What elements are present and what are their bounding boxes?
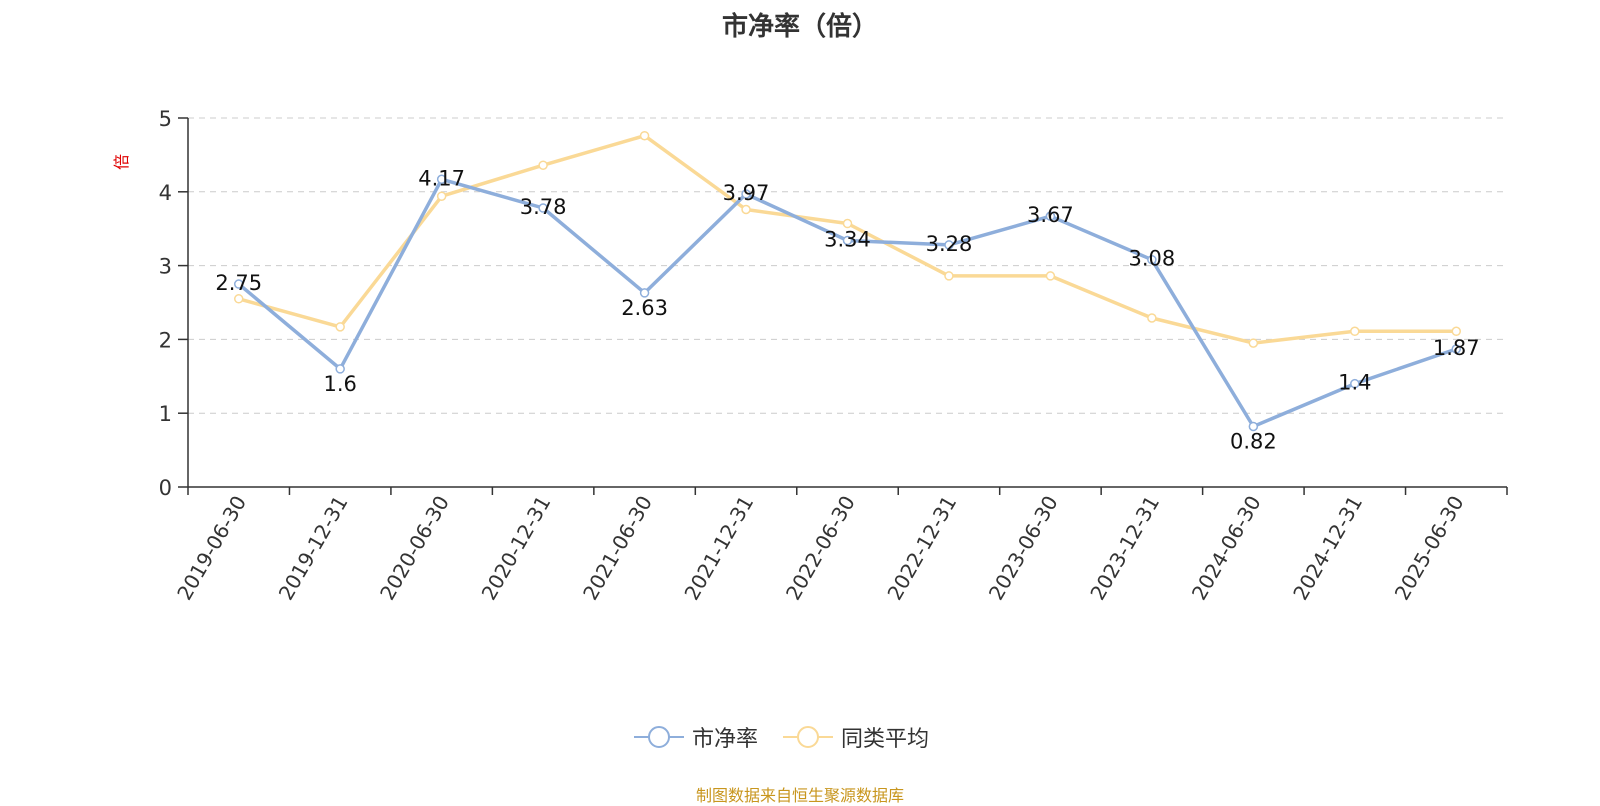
data-label: 0.82: [1230, 429, 1277, 453]
data-label: 3.67: [1027, 203, 1074, 227]
x-tick-label: 2023-06-30: [984, 492, 1063, 605]
data-label: 1.4: [1338, 371, 1371, 395]
data-point-series-0: [639, 288, 650, 298]
data-label: 2.75: [215, 271, 262, 295]
x-tick-label: 2024-12-31: [1288, 492, 1367, 605]
data-label: 2.63: [621, 296, 668, 320]
data-point-series-1: [335, 322, 345, 332]
series-line-0: [237, 177, 1457, 429]
data-label: 3.78: [520, 195, 567, 219]
data-point-series-1: [741, 204, 751, 215]
data-label: 4.17: [418, 166, 465, 190]
x-tick-label: 2023-12-31: [1085, 492, 1164, 605]
data-point-series-1: [1451, 326, 1462, 337]
y-tick-label: 1: [159, 402, 172, 426]
data-point-series-0: [741, 189, 751, 199]
data-label: 3.28: [926, 232, 973, 256]
data-point-series-0: [1248, 421, 1259, 432]
data-point-series-1: [436, 191, 447, 201]
y-tick-label: 2: [159, 328, 172, 352]
x-tick-label: 2022-06-30: [781, 492, 860, 605]
data-point-series-0: [842, 235, 853, 246]
data-point-series-1: [1045, 271, 1056, 281]
data-point-series-0: [436, 174, 447, 185]
legend-marker-pb-ratio: [634, 726, 684, 748]
data-label: 3.97: [723, 181, 770, 205]
x-tick-label: 2019-06-30: [172, 492, 251, 605]
line-chart: 0 1 2 3 4 5 2019-06-30 2019-12-31 2020-06-30 2020…: [159, 107, 1508, 605]
x-tick-label: 2020-06-30: [375, 491, 454, 604]
x-tick-label: 2019-12-31: [274, 492, 353, 605]
data-point-series-1: [1248, 338, 1259, 348]
y-tick-label: 0: [159, 476, 172, 500]
legend-marker-peer-average: [783, 726, 833, 748]
chart-legend: 市净率 同类平均: [0, 722, 1600, 752]
data-point-series-0: [538, 203, 548, 213]
data-point-series-1: [639, 130, 650, 141]
x-tick-label: 2020-12-31: [477, 492, 556, 605]
data-source-note: 制图数据来自恒生聚源数据库: [695, 786, 904, 805]
data-point-series-0: [233, 279, 244, 289]
legend-label-peer-average: 同类平均: [841, 727, 930, 752]
legend-item-pb-ratio[interactable]: 市净率: [634, 722, 758, 752]
y-tick-label: 4: [159, 181, 172, 205]
data-point-series-0: [1451, 344, 1462, 354]
x-tick-label: 2021-06-30: [578, 492, 657, 605]
data-point-series-0: [1147, 254, 1157, 265]
y-tick-label: 5: [159, 107, 172, 131]
data-label: 1.6: [323, 372, 356, 396]
data-label: 3.08: [1129, 247, 1176, 271]
data-point-series-1: [1350, 326, 1360, 337]
x-tick-label: 2022-12-31: [882, 492, 961, 605]
data-point-series-0: [1045, 211, 1056, 221]
data-point-series-1: [842, 218, 853, 229]
x-tick-label: 2025-06-30: [1390, 492, 1469, 605]
data-point-series-1: [538, 160, 548, 170]
data-label: 3.34: [824, 228, 871, 252]
data-point-series-0: [944, 240, 954, 250]
data-point-series-0: [1350, 378, 1360, 389]
chart-title: 市净率（倍）: [721, 12, 878, 42]
x-tick-label: 2021-12-31: [679, 492, 758, 605]
data-label: 1.87: [1433, 336, 1480, 360]
data-point-series-1: [1147, 313, 1157, 323]
data-point-series-1: [944, 271, 954, 281]
data-point-series-1: [233, 294, 244, 304]
y-tick-label: 3: [159, 255, 172, 279]
x-tick-label: 2024-06-30: [1187, 492, 1266, 605]
data-point-series-0: [335, 364, 345, 374]
legend-label-pb-ratio: 市净率: [692, 727, 759, 752]
legend-item-peer-average[interactable]: 同类平均: [783, 722, 929, 752]
